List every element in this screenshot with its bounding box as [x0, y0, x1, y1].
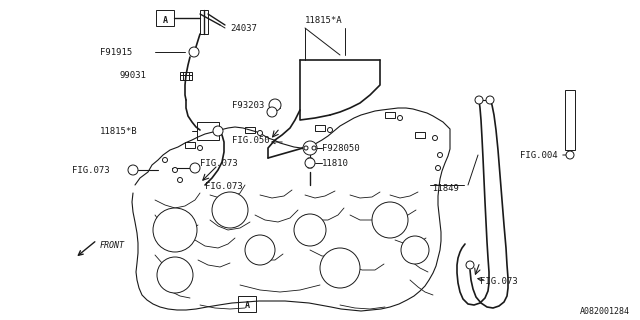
Bar — [156, 10, 174, 26]
Circle shape — [397, 116, 403, 121]
Circle shape — [163, 157, 168, 163]
Circle shape — [257, 131, 262, 135]
Circle shape — [303, 141, 317, 155]
Bar — [315, 125, 325, 131]
Circle shape — [245, 235, 275, 265]
Circle shape — [566, 151, 574, 159]
Bar — [245, 127, 255, 133]
Text: FIG.073: FIG.073 — [480, 277, 518, 286]
Circle shape — [177, 178, 182, 182]
Text: F91915: F91915 — [100, 47, 132, 57]
Text: FIG.050: FIG.050 — [232, 135, 269, 145]
Circle shape — [173, 167, 177, 172]
Bar — [415, 132, 425, 138]
Circle shape — [267, 107, 277, 117]
Circle shape — [328, 127, 333, 132]
Circle shape — [438, 153, 442, 157]
Circle shape — [401, 236, 429, 264]
Circle shape — [435, 165, 440, 171]
Circle shape — [190, 163, 200, 173]
Text: FIG.073: FIG.073 — [205, 181, 243, 190]
Bar — [565, 90, 575, 150]
Text: FIG.073: FIG.073 — [72, 165, 109, 174]
Text: 99031: 99031 — [120, 70, 147, 79]
Bar — [197, 122, 219, 140]
Bar — [385, 112, 395, 118]
Text: A: A — [244, 301, 250, 310]
Bar — [238, 296, 256, 312]
Text: A082001284: A082001284 — [580, 308, 630, 316]
Circle shape — [433, 135, 438, 140]
Text: I1849: I1849 — [432, 183, 459, 193]
Circle shape — [128, 165, 138, 175]
Bar — [180, 72, 192, 80]
Circle shape — [304, 146, 308, 150]
Circle shape — [157, 257, 193, 293]
Circle shape — [213, 126, 223, 136]
Text: FIG.004: FIG.004 — [520, 150, 557, 159]
Text: A: A — [163, 15, 168, 25]
Text: FRONT: FRONT — [100, 241, 125, 250]
Circle shape — [269, 99, 281, 111]
Circle shape — [212, 192, 248, 228]
Circle shape — [294, 214, 326, 246]
Circle shape — [153, 208, 197, 252]
Text: 11815*A: 11815*A — [305, 15, 342, 25]
Circle shape — [305, 158, 315, 168]
Circle shape — [466, 261, 474, 269]
Circle shape — [312, 146, 316, 150]
Bar — [185, 142, 195, 148]
Text: 11815*B: 11815*B — [100, 126, 138, 135]
Text: 24037: 24037 — [230, 23, 257, 33]
Circle shape — [198, 146, 202, 150]
Circle shape — [189, 47, 199, 57]
Circle shape — [372, 202, 408, 238]
Bar — [200, 10, 208, 34]
Circle shape — [486, 96, 494, 104]
Circle shape — [320, 248, 360, 288]
Text: FIG.073: FIG.073 — [200, 158, 237, 167]
Text: 11810: 11810 — [322, 158, 349, 167]
Circle shape — [475, 96, 483, 104]
Text: F928050: F928050 — [322, 143, 360, 153]
Text: F93203: F93203 — [232, 100, 264, 109]
